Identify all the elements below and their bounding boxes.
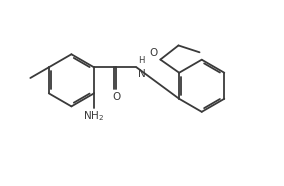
Text: NH$_2$: NH$_2$ xyxy=(83,109,105,123)
Text: H: H xyxy=(138,56,145,65)
Text: N: N xyxy=(138,69,146,79)
Text: O: O xyxy=(149,48,157,58)
Text: O: O xyxy=(112,92,120,102)
